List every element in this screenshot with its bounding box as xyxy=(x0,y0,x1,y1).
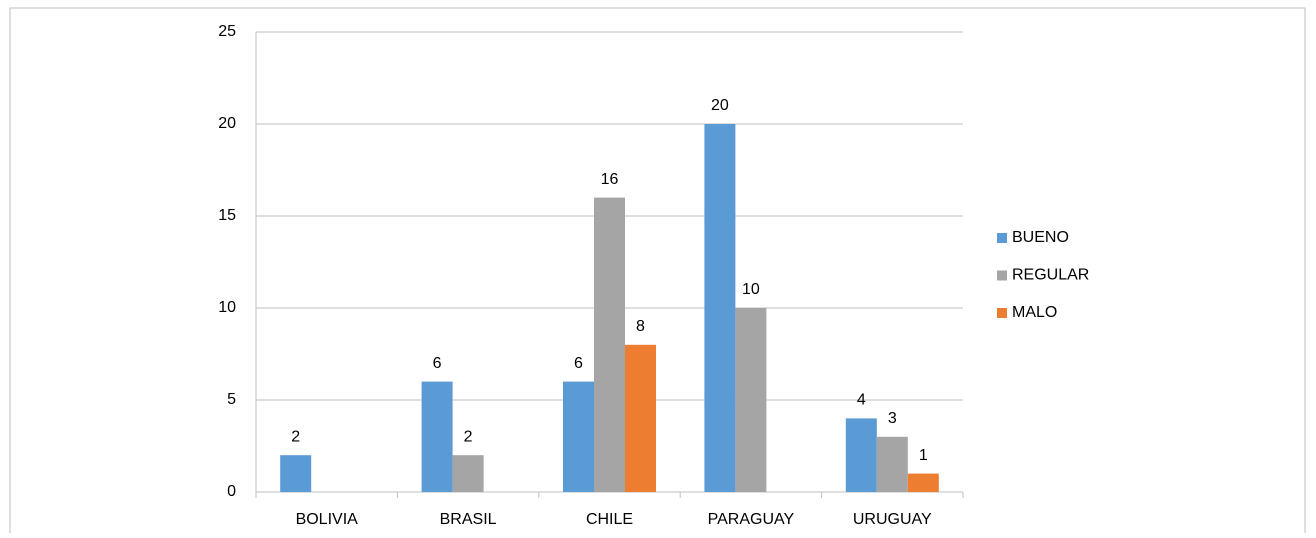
y-tick-label: 5 xyxy=(227,391,236,408)
data-label: 2 xyxy=(464,428,473,445)
bar xyxy=(421,381,453,492)
bar xyxy=(704,124,736,492)
bar xyxy=(625,344,656,492)
legend-label: MALO xyxy=(1012,304,1057,321)
x-tick-label: CHILE xyxy=(586,511,633,528)
legend-swatch xyxy=(997,270,1007,281)
bar xyxy=(563,381,594,492)
data-label: 6 xyxy=(433,355,442,372)
y-tick-label: 10 xyxy=(218,299,236,316)
data-label: 20 xyxy=(711,97,729,114)
legend-swatch xyxy=(997,308,1007,318)
bar xyxy=(907,473,939,492)
data-label: 2 xyxy=(291,428,300,445)
x-tick-label: BRASIL xyxy=(440,511,497,528)
data-label: 16 xyxy=(601,171,619,188)
data-label: 8 xyxy=(636,318,645,335)
legend-label: BUENO xyxy=(1012,229,1069,246)
y-tick-label: 25 xyxy=(218,23,236,40)
x-tick-label: PARAGUAY xyxy=(708,511,795,528)
data-label: 1 xyxy=(919,447,928,464)
data-label: 6 xyxy=(574,355,583,372)
x-tick-label: BOLIVIA xyxy=(296,511,359,528)
x-tick-label: URUGUAY xyxy=(853,511,932,528)
bar xyxy=(452,455,484,492)
chart-border xyxy=(9,7,1306,538)
bar xyxy=(876,436,908,492)
data-label: 3 xyxy=(888,410,897,427)
bar xyxy=(594,197,625,492)
y-tick-label: 0 xyxy=(227,483,236,500)
legend-label: REGULAR xyxy=(1012,267,1089,284)
bar xyxy=(280,455,312,492)
bar xyxy=(845,418,877,492)
data-label: 4 xyxy=(857,392,866,409)
y-tick-label: 15 xyxy=(218,207,236,224)
legend-swatch xyxy=(997,233,1007,243)
y-tick-label: 20 xyxy=(218,115,236,132)
bar xyxy=(735,308,767,492)
data-label: 10 xyxy=(742,281,760,298)
